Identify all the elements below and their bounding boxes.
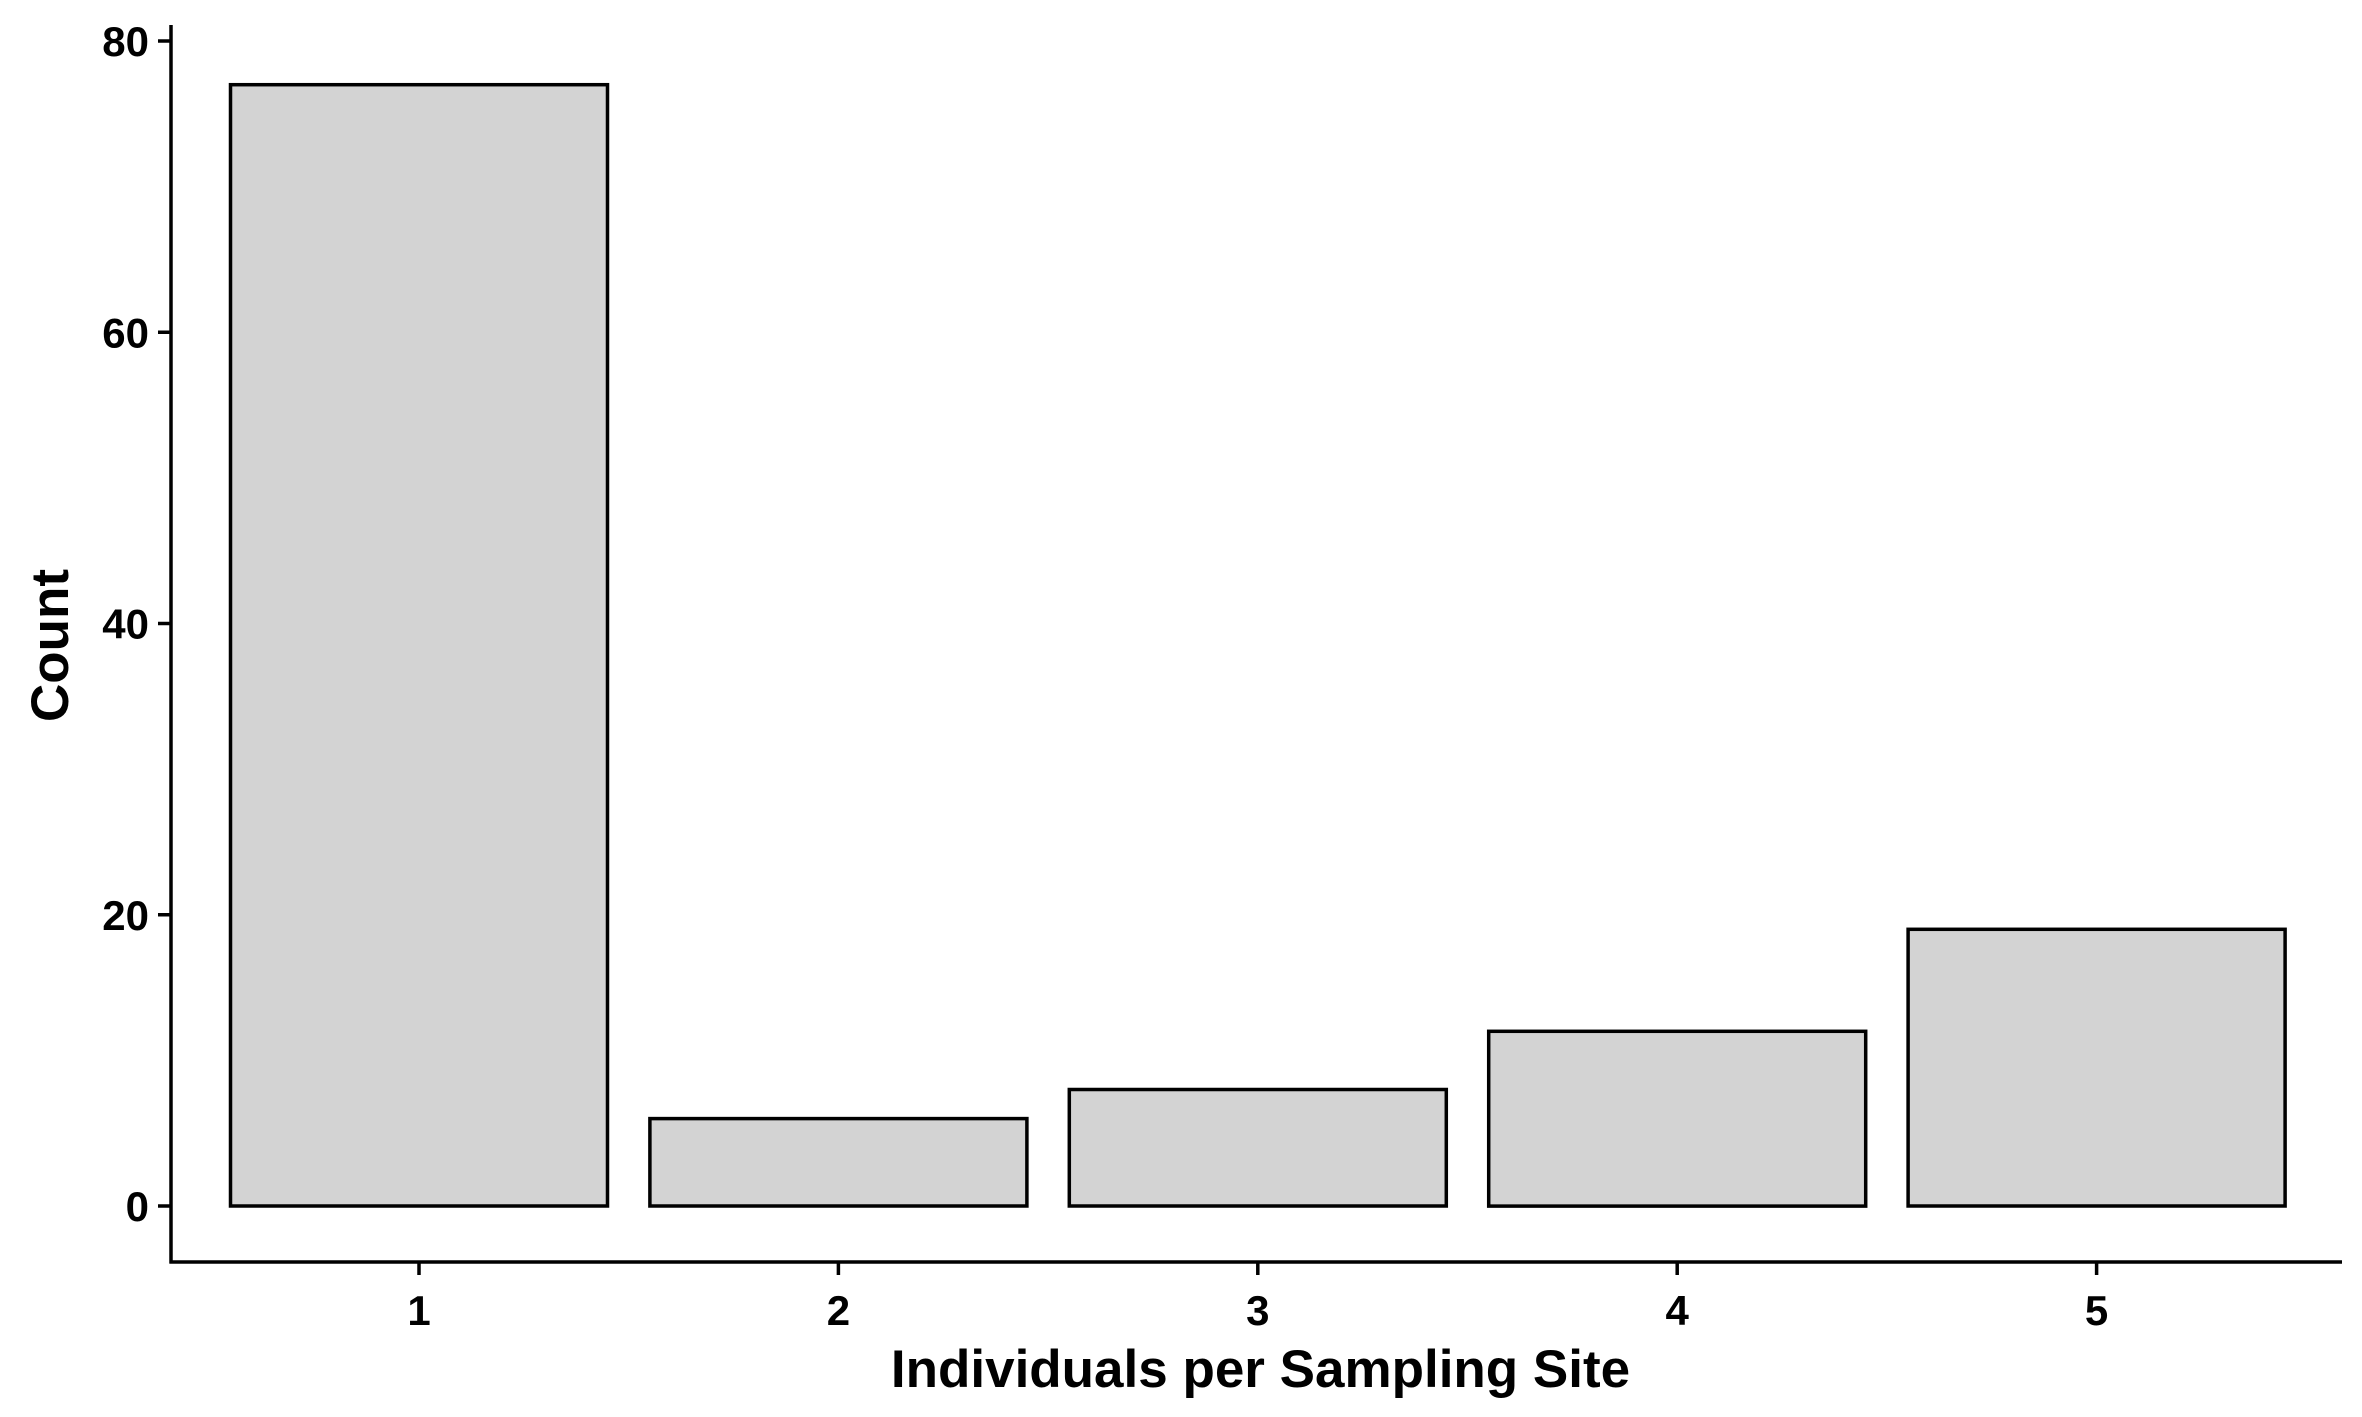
x-tick-label-3: 3 [1246, 1287, 1269, 1334]
x-tick-label-5: 5 [2085, 1287, 2108, 1334]
bars-group [228, 82, 2287, 1208]
y-tick-label-80: 80 [102, 18, 149, 65]
y-tick-label-40: 40 [102, 601, 149, 648]
bar-2 [648, 1116, 1029, 1208]
ticks-group: 0 20 40 60 80 1 2 3 4 5 [102, 18, 2108, 1334]
bar-5 [1906, 927, 2287, 1208]
bar-3 [1067, 1087, 1449, 1208]
x-axis-title: Individuals per Sampling Site [891, 1340, 1630, 1399]
bar-1 [228, 82, 610, 1208]
y-tick-label-60: 60 [102, 309, 149, 356]
axes-group [169, 25, 2342, 1264]
bar-4 [1486, 1029, 1868, 1208]
x-tick-label-1: 1 [407, 1287, 430, 1334]
y-tick-label-0: 0 [126, 1183, 149, 1230]
x-tick-label-2: 2 [827, 1287, 850, 1334]
y-tick-label-20: 20 [102, 892, 149, 939]
x-tick-label-4: 4 [1666, 1287, 1690, 1334]
y-axis-title: Count [21, 569, 80, 722]
